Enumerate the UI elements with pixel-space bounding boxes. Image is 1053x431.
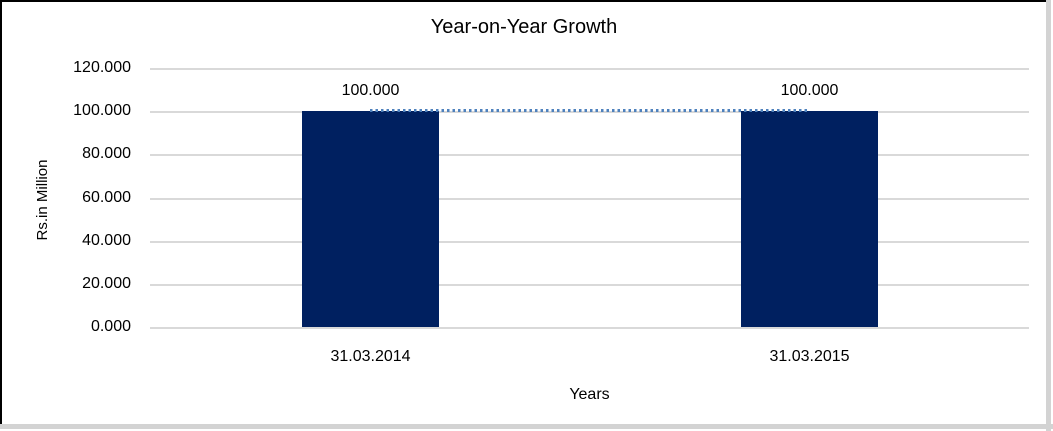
y-axis-tick-label: 40.000 xyxy=(82,232,131,249)
chart-title: Year-on-Year Growth xyxy=(430,16,618,38)
x-axis-tick-label: 31.03.2015 xyxy=(769,348,850,365)
y-axis-tick-label: 20.000 xyxy=(82,275,131,292)
data-label-2015: 100.000 xyxy=(780,82,839,99)
y-axis-tick-label: 100.000 xyxy=(73,102,131,119)
x-axis-tick-label: 31.03.2014 xyxy=(330,348,411,365)
outer-edge-bottom xyxy=(0,424,1053,429)
gridline-120 xyxy=(150,68,1029,70)
y-axis-tick-label: 120.000 xyxy=(73,59,131,76)
chart-border-left xyxy=(0,0,2,424)
y-axis-tick-label: 60.000 xyxy=(82,189,131,206)
gridline-60 xyxy=(150,198,1029,200)
chart-border-top xyxy=(0,0,1048,2)
bar-2014 xyxy=(302,111,439,327)
outer-edge-right xyxy=(1046,0,1051,431)
x-axis-title: Years xyxy=(569,386,610,403)
bar-2015 xyxy=(741,111,878,327)
gridline-20 xyxy=(150,284,1029,286)
trend-dotted-line xyxy=(370,109,810,112)
data-label-2014: 100.000 xyxy=(341,82,400,99)
y-axis-tick-label: 80.000 xyxy=(82,145,131,162)
gridline-80 xyxy=(150,154,1029,156)
gridline-0 xyxy=(150,327,1029,329)
gridline-40 xyxy=(150,241,1029,243)
y-axis-tick-label: 0.000 xyxy=(90,318,131,335)
